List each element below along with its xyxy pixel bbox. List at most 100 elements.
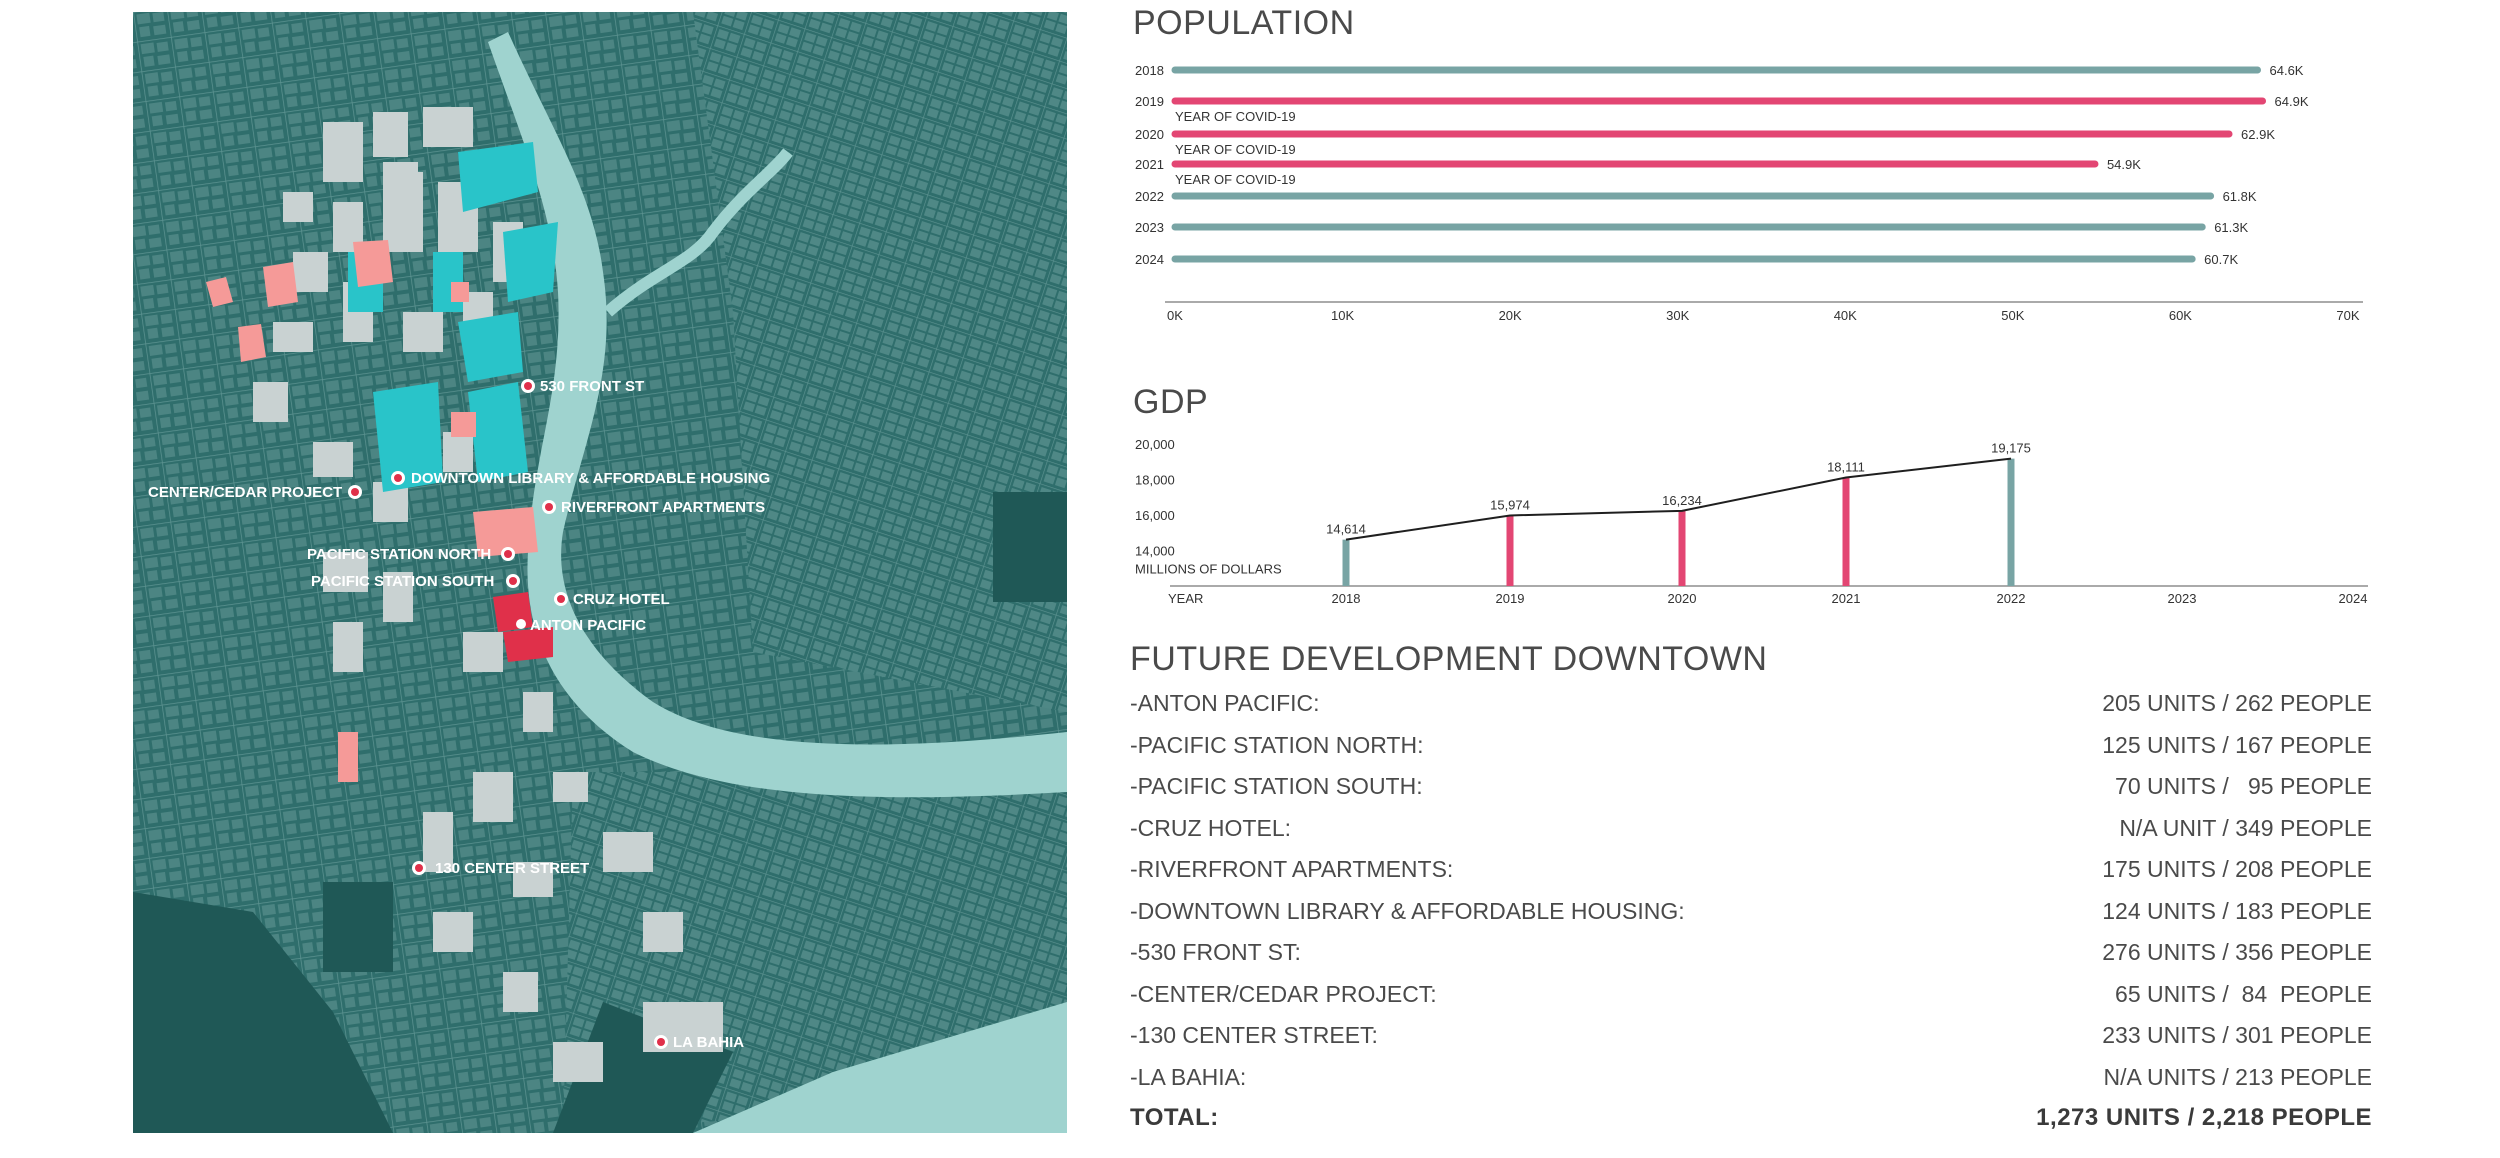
gdp-x-tick: 2018 (1332, 591, 1361, 606)
marker-downtown-library[interactable]: DOWNTOWN LIBRARY & AFFORDABLE HOUSING (391, 470, 770, 487)
population-year-label: 2024 (1135, 252, 1164, 267)
east-neighborhood (693, 12, 1067, 712)
gdp-value-label: 18,111 (1827, 460, 1865, 475)
development-value: N/A UNITS / 213 PEOPLE (2103, 1063, 2372, 1090)
development-value: 70 UNITS / 95 PEOPLE (2115, 773, 2372, 799)
development-sites-pink (206, 240, 538, 782)
marker-riverfront[interactable]: RIVERFRONT APARTMENTS (542, 499, 765, 516)
development-name: -PACIFIC STATION NORTH: (1130, 731, 1424, 758)
development-row: -ANTON PACIFIC: 205 UNITS / 262 PEOPLE (1130, 688, 2372, 730)
marker-pacific-north[interactable]: PACIFIC STATION NORTH (307, 546, 515, 563)
development-value: 276 UNITS / 356 PEOPLE (2102, 939, 2372, 965)
population-x-tick: 0K (1167, 308, 1183, 323)
gdp-y-tick: 18,000 (1135, 473, 1175, 488)
development-name: -PACIFIC STATION SOUTH: (1130, 773, 1423, 799)
development-total-row: TOTAL: 1,273 UNITS / 2,218 PEOPLE (1130, 1103, 2372, 1145)
development-row: -530 FRONT ST: 276 UNITS / 356 PEOPLE (1130, 937, 2372, 979)
development-name: -LA BAHIA: (1130, 1063, 1247, 1090)
population-x-tick: 60K (2169, 308, 2192, 323)
svg-text:530 FRONT ST: 530 FRONT ST (540, 378, 644, 395)
gdp-value-label: 15,974 (1490, 497, 1530, 512)
creek (604, 148, 793, 317)
ocean (693, 1002, 1067, 1133)
gdp-x-tick: 2020 (1668, 591, 1697, 606)
development-name: -CENTER/CEDAR PROJECT: (1130, 980, 1437, 1007)
gdp-trend-line (1345, 457, 2012, 541)
gdp-y-axis-label: MILLIONS OF DOLLARS (1135, 561, 1282, 576)
development-value: 175 UNITS / 208 PEOPLE (2102, 856, 2372, 882)
marker-anton-pacific[interactable]: ANTON PACIFIC (516, 617, 646, 634)
downtown-map[interactable]: 530 FRONT ST DOWNTOWN LIBRARY & AFFORDAB… (133, 12, 1067, 1133)
gdp-x-tick: 2023 (2168, 591, 2197, 606)
svg-text:DOWNTOWN LIBRARY & AFFORDABLE: DOWNTOWN LIBRARY & AFFORDABLE HOUSING (411, 470, 770, 487)
development-title: FUTURE DEVELOPMENT DOWNTOWN (1130, 640, 1768, 678)
population-value-label: 64.6K (2270, 63, 2304, 78)
population-year-label: 2023 (1135, 220, 1164, 235)
svg-text:PACIFIC STATION NORTH: PACIFIC STATION NORTH (307, 546, 491, 563)
total-label: TOTAL: (1130, 1104, 1219, 1131)
population-value-label: 54.9K (2107, 157, 2141, 172)
covid-note: YEAR OF COVID-19 (1175, 172, 1296, 187)
map-markers: 530 FRONT ST DOWNTOWN LIBRARY & AFFORDAB… (148, 378, 770, 1051)
development-row: -CENTER/CEDAR PROJECT: 65 UNITS / 84 PEOP… (1130, 979, 2372, 1021)
gdp-x-tick: 2019 (1496, 591, 1525, 606)
population-value-label: 61.3K (2214, 220, 2248, 235)
development-row: -RIVERFRONT APARTMENTS: 175 UNITS / 208 P… (1130, 854, 2372, 896)
gdp-value-label: 19,175 (1991, 441, 2031, 456)
development-name: -DOWNTOWN LIBRARY & AFFORDABLE HOUSING: (1130, 897, 1685, 924)
map-canvas: 530 FRONT ST DOWNTOWN LIBRARY & AFFORDAB… (133, 12, 1067, 1133)
gdp-value-label: 16,234 (1662, 493, 1702, 508)
svg-text:CRUZ HOTEL: CRUZ HOTEL (573, 591, 670, 608)
population-x-tick: 50K (2001, 308, 2024, 323)
development-row: -PACIFIC STATION SOUTH: 70 UNITS / 95 PEO… (1130, 771, 2372, 813)
population-value-label: 64.9K (2275, 94, 2309, 109)
gdp-x-tick: 2022 (1997, 591, 2026, 606)
gdp-x-axis-label: YEAR (1168, 591, 1203, 606)
population-x-tick: 20K (1499, 308, 1522, 323)
population-year-label: 2020 (1135, 127, 1164, 142)
gdp-y-tick: 14,000 (1135, 544, 1175, 559)
covid-note: YEAR OF COVID-19 (1175, 109, 1296, 124)
development-value: 125 UNITS / 167 PEOPLE (2102, 731, 2372, 758)
park-block (323, 882, 393, 972)
total-value: 1,273 UNITS / 2,218 PEOPLE (2036, 1104, 2372, 1131)
development-name: -130 CENTER STREET: (1130, 1022, 1378, 1048)
development-row: -130 CENTER STREET: 233 UNITS / 301 PEOPL… (1130, 1020, 2372, 1062)
population-year-label: 2022 (1135, 189, 1164, 204)
development-row: -CRUZ HOTEL: N/A UNIT / 349 PEOPLE (1130, 813, 2372, 855)
population-value-label: 61.8K (2223, 189, 2257, 204)
marker-130-center[interactable]: 130 CENTER STREET (412, 860, 589, 877)
svg-text:ANTON PACIFIC: ANTON PACIFIC (530, 617, 646, 634)
population-title: POPULATION (1133, 4, 1355, 42)
svg-text:CENTER/CEDAR PROJECT: CENTER/CEDAR PROJECT (148, 484, 342, 501)
gdp-value-label: 14,614 (1326, 522, 1366, 537)
west-shore (133, 892, 393, 1133)
population-chart: 2018 64.6K 2019 64.9K YEAR OF COVID-19 2020 62… (1135, 63, 2363, 323)
covid-note: YEAR OF COVID-19 (1175, 142, 1296, 157)
development-name: -ANTON PACIFIC: (1130, 690, 1320, 716)
gdp-y-tick: 16,000 (1135, 508, 1175, 523)
marker-pacific-south[interactable]: PACIFIC STATION SOUTH (311, 573, 520, 590)
marker-center-cedar[interactable]: CENTER/CEDAR PROJECT (148, 484, 362, 501)
gdp-x-tick: 2021 (1832, 591, 1861, 606)
population-x-tick: 30K (1666, 308, 1689, 323)
development-list: -ANTON PACIFIC: 205 UNITS / 262 PEOPLE -PA… (1130, 688, 2372, 1145)
development-row: -PACIFIC STATION NORTH: 125 UNITS / 167 P… (1130, 730, 2372, 772)
marker-530-front-st[interactable]: 530 FRONT ST (521, 378, 644, 395)
population-year-label: 2021 (1135, 157, 1164, 172)
population-x-tick: 70K (2336, 308, 2359, 323)
svg-text:PACIFIC STATION SOUTH: PACIFIC STATION SOUTH (311, 573, 494, 590)
population-year-label: 2018 (1135, 63, 1164, 78)
population-value-label: 62.9K (2241, 127, 2275, 142)
development-value: 65 UNITS / 84 PEOPLE (2115, 980, 2372, 1007)
marker-cruz-hotel[interactable]: CRUZ HOTEL (554, 591, 670, 608)
population-x-tick: 10K (1331, 308, 1354, 323)
gdp-chart: 20,000 18,000 16,000 14,000 MILLIONS OF DOLL… (1135, 437, 2368, 606)
svg-text:130 CENTER STREET: 130 CENTER STREET (435, 860, 589, 877)
population-year-label: 2019 (1135, 94, 1164, 109)
population-x-tick: 40K (1834, 308, 1857, 323)
marker-la-bahia[interactable]: LA BAHIA (654, 1034, 744, 1051)
gdp-title: GDP (1133, 383, 1209, 421)
development-name: -RIVERFRONT APARTMENTS: (1130, 856, 1454, 882)
development-row: -DOWNTOWN LIBRARY & AFFORDABLE HOUSING: 1… (1130, 896, 2372, 938)
